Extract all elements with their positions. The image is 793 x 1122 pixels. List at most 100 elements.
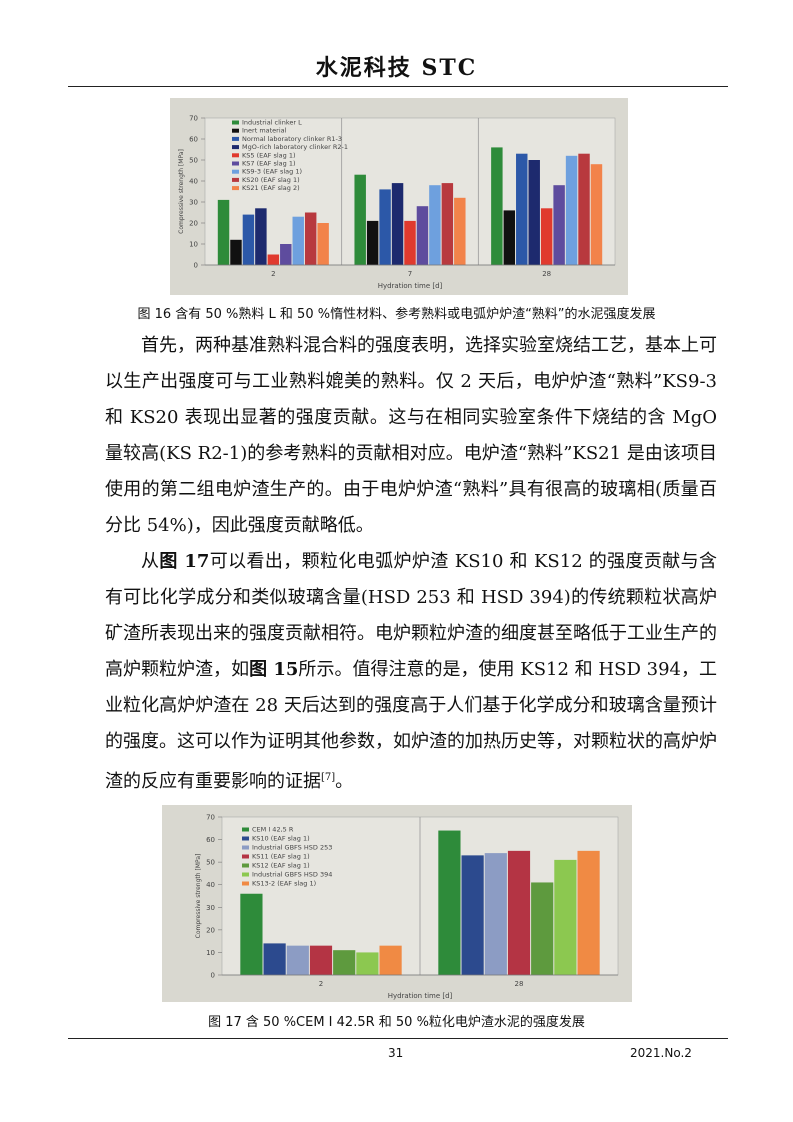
bar [565,155,578,265]
legend-swatch [232,177,239,182]
bar [366,220,379,265]
y-tick-label: 50 [189,157,198,165]
legend-swatch [242,827,249,832]
bar [507,850,531,975]
chart: 0 10 20 30 40 50 60 70 Compressive strength [MPa… [195,814,619,1000]
x-tick-label: 7 [408,270,412,278]
y-tick-label: 20 [206,926,215,934]
legend-swatch [232,145,239,150]
bar [577,850,600,975]
bar [554,859,577,975]
legend-label: KS5 (EAF slag 1) [242,151,296,159]
y-axis-label: Compressive strength [MPa] [195,854,202,939]
legend-swatch [232,186,239,191]
bar [503,210,516,265]
legend-swatch [232,153,239,158]
text: 所示。值得注意的是，使用 KS12 和 HSD 394，工业粒化高炉炉渣在 28… [105,659,717,792]
footer-rule [68,1038,728,1039]
legend-swatch [242,836,249,841]
figure: 0 10 20 30 40 50 60 70 Compressive strength [MPa… [162,805,632,1002]
legend-label: Industrial GBFS HSD 253 [252,844,332,852]
bar [454,197,466,265]
bar [441,183,454,265]
bar [286,945,309,975]
legend-label: KS11 (EAF slag 1) [252,853,310,861]
y-tick-label: 60 [206,836,215,844]
paragraph: 首先，两种基准熟料混合料的强度表明，选择实验室烧结工艺，基本上可以生产出强度可与… [105,328,717,544]
legend-label: CEM I 42,5 R [252,826,294,834]
bar [217,199,230,265]
bar [263,943,286,975]
text: 图 15 [249,659,299,680]
y-tick-label: 10 [206,949,215,957]
bar [540,208,553,265]
bar [416,206,429,265]
bar [531,882,554,975]
bar [491,147,503,265]
issue: 2021.No.2 [630,1046,692,1060]
x-axis-label: Hydration time [d] [388,992,453,1000]
bar [304,212,317,265]
text: 图 17 [159,551,210,572]
bar [354,174,366,265]
legend-label: Industrial GBFS HSD 394 [252,871,332,879]
legend-swatch [242,872,249,877]
legend-swatch [232,169,239,174]
legend-swatch [242,863,249,868]
bar [461,855,484,975]
text: 可以看出，颗粒化电弧炉炉渣 KS10 和 KS12 的强度贡献与含有可比化学成分… [105,551,717,680]
bar [317,223,329,265]
legend-swatch [242,854,249,859]
legend-label: KS9-3 (EAF slag 1) [242,168,302,176]
header-rule [68,86,728,87]
bar [242,214,255,265]
bar [230,239,242,265]
paragraph: 从图 17可以看出，颗粒化电弧炉炉渣 KS10 和 KS12 的强度贡献与含有可… [105,544,717,800]
bar [333,950,356,975]
bar [379,189,391,265]
legend-label: KS13-2 (EAF slag 1) [252,880,316,888]
bar [553,185,565,265]
x-axis-label: Hydration time [d] [378,282,443,290]
page-number: 31 [388,1046,404,1060]
bar [309,945,333,975]
y-tick-label: 70 [189,115,198,123]
caption: 图 16 含有 50 %熟料 L 和 50 %惰性材料、参考熟料或电弧炉炉渣“熟… [137,307,656,322]
y-tick-label: 50 [206,859,215,867]
bar [438,830,461,975]
y-tick-label: 10 [189,241,198,249]
y-tick-label: 20 [189,220,198,228]
legend-label: KS12 (EAF slag 1) [252,862,310,870]
legend-swatch [232,161,239,166]
legend-label: MgO-rich laboratory clinker R2-1 [242,143,348,151]
legend-label: KS7 (EAF slag 1) [242,160,296,168]
legend-swatch [232,120,239,125]
bar [267,254,280,265]
bar [356,952,379,975]
y-tick-label: 60 [189,136,198,144]
text: 从 [141,551,160,572]
x-tick-label: 28 [542,270,551,278]
y-tick-label: 0 [194,262,198,270]
y-tick-label: 30 [206,904,215,912]
legend-label: Normal laboratory clinker R1-3 [242,135,342,143]
figure: 0 10 20 30 40 50 60 70 Compressive strength [MPa… [170,98,628,295]
bar [590,164,603,265]
legend-label: Industrial clinker L [242,119,302,127]
bar [255,208,267,265]
header-title: 水泥科技 STC [315,55,478,81]
bar [429,185,441,265]
x-tick-label: 2 [319,980,323,988]
bar [528,160,540,265]
caption: 图 17 含 50 %CEM Ⅰ 42.5R 和 50 %粒化电炉渣水泥的强度发… [208,1015,585,1030]
text: 。 [335,771,354,792]
bar [391,183,404,265]
y-tick-label: 40 [189,178,198,186]
y-tick-label: 70 [206,814,215,822]
legend-label: KS10 (EAF slag 1) [252,835,310,843]
legend-label: Inert material [242,127,287,135]
bar [240,893,263,975]
bar [404,220,416,265]
legend-swatch [242,845,249,850]
